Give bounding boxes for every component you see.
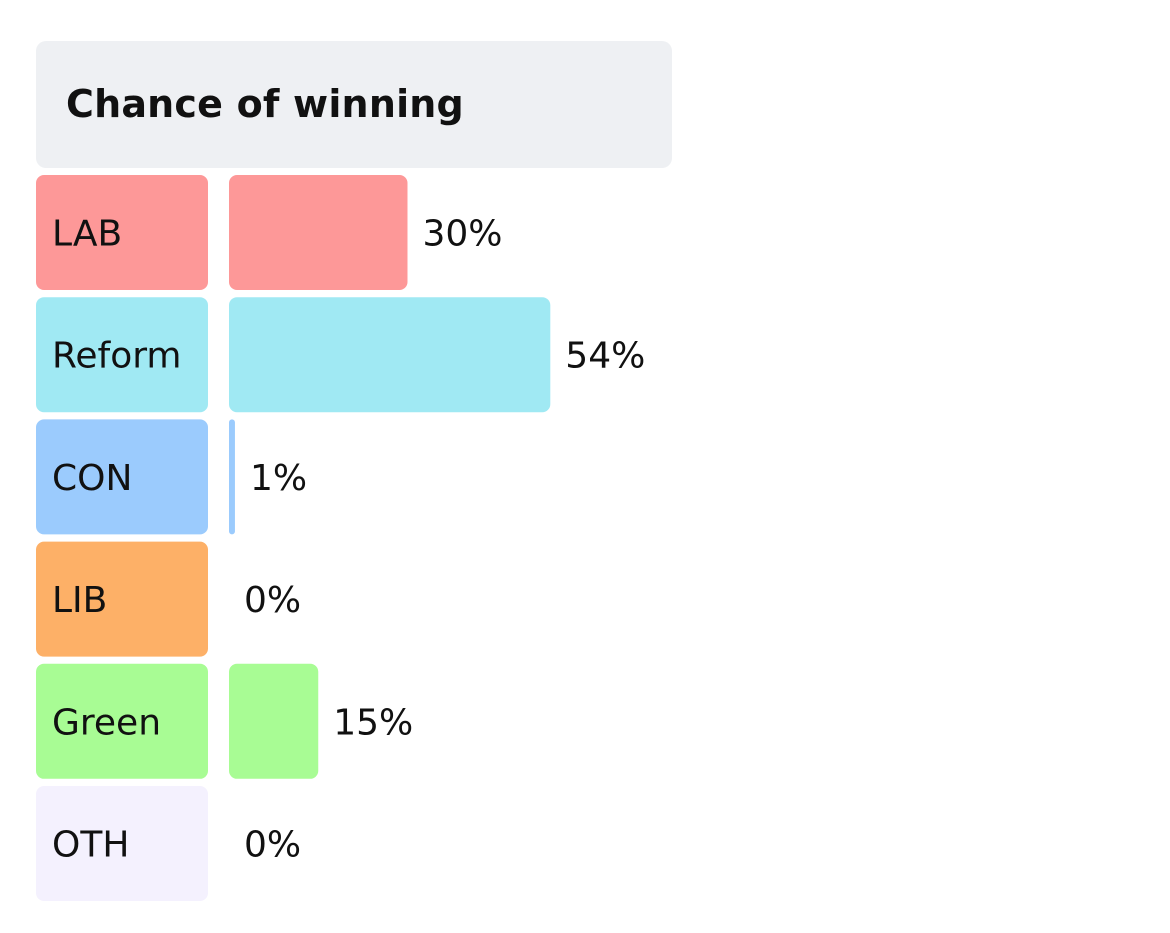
value-label-oth: 0%: [244, 825, 301, 866]
party-label-reform: Reform: [52, 336, 181, 377]
chart-header: Chance of winning: [36, 41, 672, 168]
party-label-box-con: [36, 419, 208, 535]
value-label-green: 15%: [333, 702, 413, 743]
value-label-con: 1%: [250, 458, 307, 499]
bar-con: [229, 419, 235, 535]
party-label-green: Green: [52, 702, 161, 743]
value-label-reform: 54%: [565, 336, 645, 377]
party-label-box-lib: [36, 541, 208, 657]
party-label-box-oth: [36, 786, 208, 901]
value-label-lib: 0%: [244, 580, 301, 621]
value-label-lab: 30%: [423, 214, 503, 255]
bar-row-con: CON 1%: [36, 419, 307, 535]
party-label-box-reform: [36, 297, 208, 413]
bar-row-lib: LIB 0%: [36, 541, 301, 657]
party-label-box-green: [36, 663, 208, 779]
bar-reform: [229, 297, 551, 413]
party-label-oth: OTH: [52, 825, 129, 866]
party-label-lib: LIB: [52, 580, 107, 621]
chart-title: Chance of winning: [66, 82, 464, 126]
bar-lab: [229, 175, 408, 290]
party-label-con: CON: [52, 458, 132, 499]
party-label-lab: LAB: [52, 214, 122, 255]
bar-row-oth: OTH 0%: [36, 786, 301, 901]
bar-row-reform: Reform 54%: [36, 297, 645, 413]
party-label-box-lab: [36, 175, 208, 290]
bar-green: [229, 663, 319, 779]
bar-row-lab: LAB 30%: [36, 175, 503, 290]
bar-row-green: Green 15%: [36, 663, 413, 779]
